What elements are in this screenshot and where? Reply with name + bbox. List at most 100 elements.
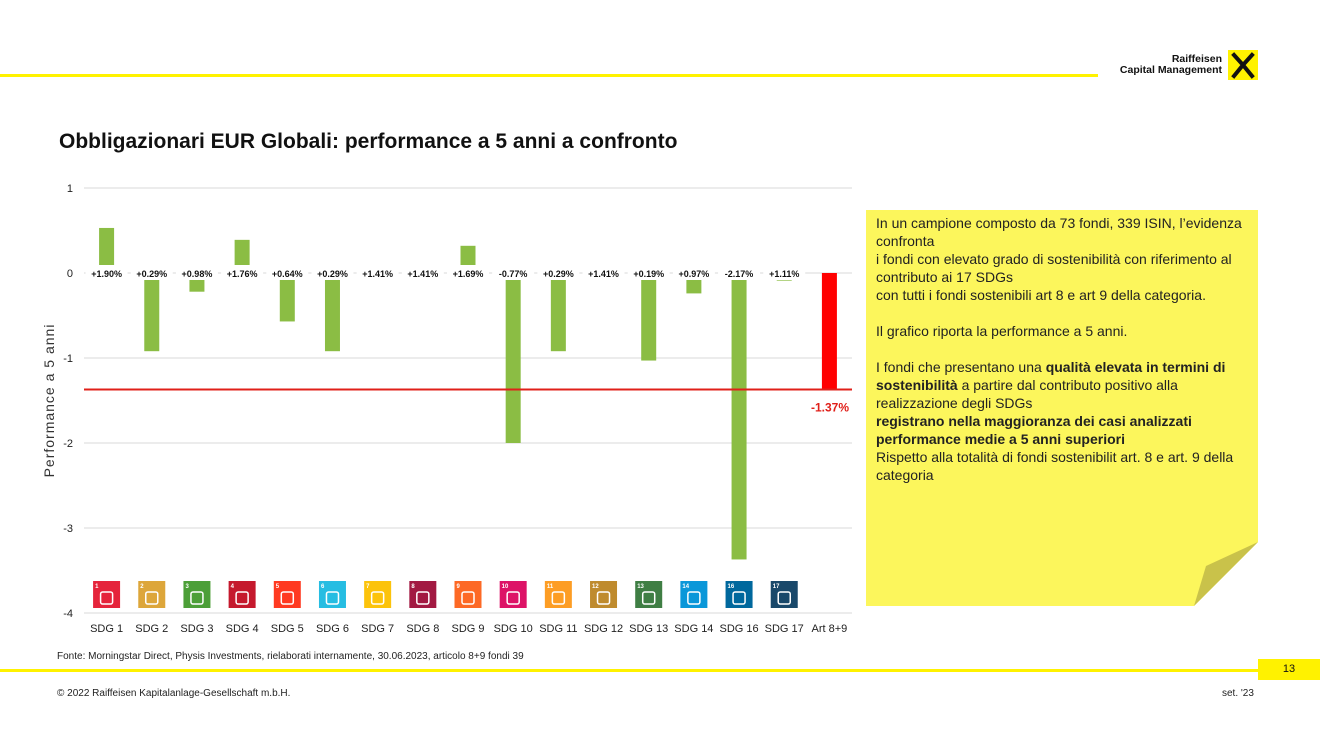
sticky-note-text: In un campione composto da 73 fondi, 339… bbox=[876, 214, 1251, 484]
x-tick-label: SDG 11 bbox=[539, 623, 577, 635]
sdg-icon-glyph bbox=[99, 591, 114, 605]
sdg-icon-number: 3 bbox=[185, 584, 189, 590]
brand-logo-block: Raiffeisen Capital Management bbox=[1098, 50, 1258, 82]
source-footnote: Fonte: Morningstar Direct, Physis Invest… bbox=[57, 651, 524, 662]
x-tick-label: SDG 17 bbox=[765, 623, 804, 635]
x-tick-label: SDG 2 bbox=[135, 623, 168, 635]
data-label-backing bbox=[356, 265, 399, 280]
brand-name-line2: Capital Management bbox=[1119, 64, 1222, 76]
note-p3-bold-2: registrano nella maggioranza dei casi an… bbox=[876, 413, 1192, 447]
sdg-icon-number: 12 bbox=[592, 584, 599, 590]
data-label-backing bbox=[718, 265, 761, 280]
reference-line-label: -1.37% bbox=[811, 400, 849, 414]
data-label-backing bbox=[492, 265, 535, 280]
sdg-icon-number: 13 bbox=[637, 584, 644, 590]
bar bbox=[144, 273, 160, 352]
slide-title: Obbligazionari EUR Globali: performance … bbox=[59, 130, 678, 153]
bar bbox=[279, 273, 295, 322]
y-tick-label: -4 bbox=[63, 608, 73, 620]
data-label-backing bbox=[266, 265, 309, 280]
data-label-backing bbox=[763, 265, 806, 280]
data-label: +0.29% bbox=[317, 269, 348, 279]
data-label-backing bbox=[672, 265, 715, 280]
data-label: +1.69% bbox=[453, 269, 484, 279]
data-label: +1.41% bbox=[407, 269, 438, 279]
data-label-backing bbox=[130, 265, 173, 280]
bar bbox=[641, 273, 657, 361]
data-label: +1.11% bbox=[769, 269, 799, 279]
y-tick-label: 0 bbox=[67, 268, 73, 280]
data-label: +0.29% bbox=[543, 269, 574, 279]
sdg-icon-number: 11 bbox=[547, 584, 554, 590]
page-number: 13 bbox=[1258, 659, 1320, 680]
sdg-icon-glyph bbox=[461, 591, 475, 605]
data-label-backing bbox=[627, 265, 670, 280]
sdg-icon-number: 4 bbox=[231, 584, 235, 590]
x-tick-label: SDG 7 bbox=[361, 623, 394, 635]
data-label: +1.41% bbox=[362, 269, 393, 279]
sdg-icon-glyph bbox=[641, 591, 656, 605]
x-tick-label: SDG 10 bbox=[494, 623, 533, 635]
bar bbox=[731, 273, 747, 560]
raiffeisen-gable-cross-icon bbox=[1228, 50, 1258, 80]
y-tick-label: -3 bbox=[63, 523, 73, 535]
x-tick-label: SDG 14 bbox=[674, 623, 713, 635]
sticky-note: In un campione composto da 73 fondi, 339… bbox=[866, 210, 1258, 606]
data-label: +0.98% bbox=[182, 269, 213, 279]
y-tick-label: -2 bbox=[63, 438, 73, 450]
sdg-icon-glyph bbox=[190, 591, 204, 605]
sdg-icon-number: 6 bbox=[321, 584, 325, 590]
sdg-icon-glyph bbox=[370, 591, 385, 605]
data-label: +1.76% bbox=[227, 269, 258, 279]
sdg-icon-number: 8 bbox=[411, 584, 415, 590]
sdg-icon-number: 14 bbox=[682, 584, 689, 590]
footer-accent-line bbox=[0, 669, 1258, 672]
bar bbox=[324, 273, 340, 352]
note-paragraph-2: Il grafico riporta la performance a 5 an… bbox=[876, 323, 1128, 339]
sdg-icon-number: 2 bbox=[140, 584, 144, 590]
sticky-note-shape bbox=[866, 210, 1258, 606]
data-label: +1.90% bbox=[91, 269, 122, 279]
data-label: +0.97% bbox=[678, 269, 709, 279]
data-label-backing bbox=[401, 265, 444, 280]
bar bbox=[99, 227, 115, 273]
data-label: +0.19% bbox=[633, 269, 664, 279]
sdg-icon-glyph bbox=[551, 591, 566, 605]
sdg-icon-glyph bbox=[596, 591, 611, 605]
brand-name-line1: Raiffeisen bbox=[1171, 53, 1222, 65]
sdg-icon-glyph bbox=[280, 591, 295, 605]
sdg-icon-glyph bbox=[687, 591, 701, 605]
sdg-icon-glyph bbox=[732, 591, 746, 605]
x-tick-label: SDG 1 bbox=[90, 623, 123, 635]
brand-name: Raiffeisen Capital Management bbox=[1120, 54, 1222, 76]
sdg-icon-glyph bbox=[416, 591, 430, 605]
x-tick-label: SDG 9 bbox=[451, 623, 484, 635]
sdg-icon-number: 17 bbox=[773, 584, 780, 590]
sdg-icon-glyph bbox=[777, 591, 791, 605]
y-axis-label: Performance a 5 anni bbox=[41, 324, 57, 478]
y-tick-label: -1 bbox=[63, 353, 73, 365]
x-tick-label: SDG 8 bbox=[406, 623, 439, 635]
note-paragraph-1: In un campione composto da 73 fondi, 339… bbox=[876, 215, 1242, 303]
sdg-icon-glyph bbox=[235, 591, 249, 605]
sdg-icon-glyph bbox=[145, 591, 159, 605]
sdg-icon-number: 1 bbox=[95, 584, 99, 590]
bar bbox=[505, 273, 521, 443]
sdg-icon-number: 10 bbox=[502, 584, 509, 590]
sdg-icon-glyph bbox=[506, 591, 520, 605]
data-label: +0.64% bbox=[272, 269, 303, 279]
data-label-backing bbox=[537, 265, 580, 280]
data-label: -2.17% bbox=[725, 269, 754, 279]
sdg-icon-number: 5 bbox=[276, 584, 280, 590]
note-paragraph-3: I fondi che presentano una qualità eleva… bbox=[876, 358, 1251, 484]
data-label: +0.29% bbox=[136, 269, 167, 279]
x-tick-label: SDG 12 bbox=[584, 623, 623, 635]
x-tick-label: SDG 6 bbox=[316, 623, 349, 635]
data-label: -0.77% bbox=[499, 269, 528, 279]
data-label-backing bbox=[582, 265, 625, 280]
sdg-icon-number: 16 bbox=[728, 584, 735, 590]
x-tick-label: SDG 3 bbox=[180, 623, 213, 635]
note-p3-part-e: Rispetto alla totalità di fondi sostenib… bbox=[876, 449, 1234, 483]
x-tick-label: SDG 13 bbox=[629, 623, 668, 635]
